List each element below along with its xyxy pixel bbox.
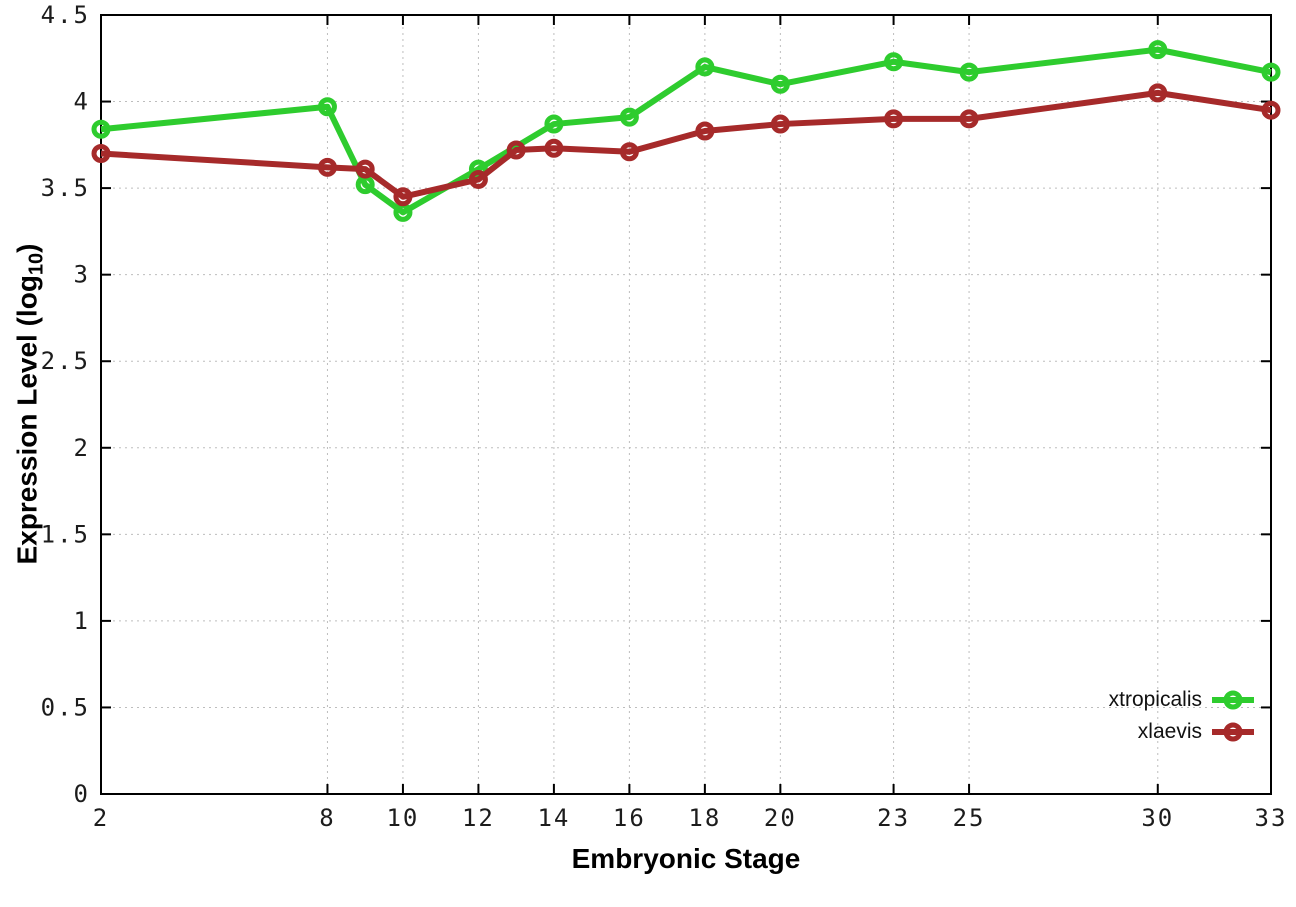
y-tick-label: 1.5 (41, 520, 90, 548)
x-tick-label: 12 (462, 804, 495, 832)
series-xtropicalis-marker (695, 57, 715, 77)
series-xlaevis-marker (884, 109, 904, 129)
series-xtropicalis-marker (317, 97, 337, 117)
tick-marks (100, 14, 1272, 795)
y-tick-label: 2 (74, 434, 90, 462)
y-tick-label: 0.5 (41, 693, 90, 721)
series-xlaevis-marker (619, 142, 639, 162)
series-xlaevis-marker (506, 140, 526, 160)
x-axis-tick-labels: 2 8 10 12 14 16 18 20 23 25 30 33 (93, 804, 1288, 832)
plot-border (100, 14, 1272, 795)
series-xtropicalis-marker (884, 52, 904, 72)
y-tick-label: 3 (74, 261, 90, 289)
series-xlaevis-marker (1148, 83, 1168, 103)
series-xtropicalis-line (100, 46, 1272, 216)
legend-marker-xtropicalis-icon (1212, 690, 1254, 710)
series-xtropicalis-marker (544, 114, 564, 134)
series-xlaevis (91, 83, 1281, 207)
y-axis-label: Expression Level (log10) (12, 244, 49, 565)
x-tick-label: 25 (953, 804, 986, 832)
y-axis-label-close: ) (11, 243, 43, 253)
y-tick-label: 4.5 (41, 1, 90, 29)
y-tick-label: 2.5 (41, 347, 90, 375)
x-tick-label: 23 (877, 804, 910, 832)
y-tick-label: 1 (74, 607, 90, 635)
y-tick-label: 4 (74, 88, 90, 116)
y-tick-label: 0 (74, 780, 90, 808)
y-tick-label: 3.5 (41, 174, 90, 202)
x-tick-label: 18 (688, 804, 721, 832)
series-xlaevis-line (100, 89, 1272, 200)
series-xlaevis-marker (317, 157, 337, 177)
series-xlaevis-marker (544, 138, 564, 158)
x-tick-label: 10 (386, 804, 419, 832)
series-xtropicalis-marker (1261, 62, 1281, 82)
legend-item-xlaevis: xlaevis (1138, 718, 1256, 746)
x-tick-label: 20 (764, 804, 797, 832)
legend-marker-xlaevis-icon (1212, 722, 1254, 742)
y-axis-label-subscript: 10 (25, 252, 48, 276)
series-xtropicalis-marker (770, 74, 790, 94)
series-xtropicalis-marker (959, 62, 979, 82)
series-xlaevis-marker (695, 121, 715, 141)
series-xtropicalis (91, 40, 1281, 222)
x-axis-label: Embryonic Stage (571, 843, 801, 874)
x-tick-label: 2 (93, 804, 109, 832)
series-xtropicalis-marker (619, 107, 639, 127)
y-axis-tick-labels: 0 0.5 1 1.5 2 2.5 3 3.5 4 4.5 (41, 1, 90, 808)
legend: xtropicalis xlaevis (1109, 686, 1256, 746)
gridlines (100, 14, 1272, 795)
series-xtropicalis-marker (91, 119, 111, 139)
series-xlaevis-marker (393, 187, 413, 207)
series-xtropicalis-marker (1148, 40, 1168, 60)
x-tick-label: 33 (1255, 804, 1288, 832)
series-xlaevis-marker (355, 159, 375, 179)
series-xlaevis-marker (770, 114, 790, 134)
x-tick-label: 8 (319, 804, 335, 832)
legend-label-xtropicalis: xtropicalis (1108, 688, 1202, 711)
y-axis-label-main: Expression Level (log (11, 275, 43, 565)
legend-label-xlaevis: xlaevis (1137, 720, 1202, 743)
x-tick-label: 16 (613, 804, 646, 832)
series-xlaevis-marker (1261, 100, 1281, 120)
x-tick-label: 14 (537, 804, 570, 832)
series-xlaevis-marker (468, 169, 488, 189)
series-xlaevis-marker (959, 109, 979, 129)
x-tick-label: 30 (1141, 804, 1174, 832)
legend-item-xtropicalis: xtropicalis (1109, 686, 1256, 714)
series-xlaevis-marker (91, 143, 111, 163)
